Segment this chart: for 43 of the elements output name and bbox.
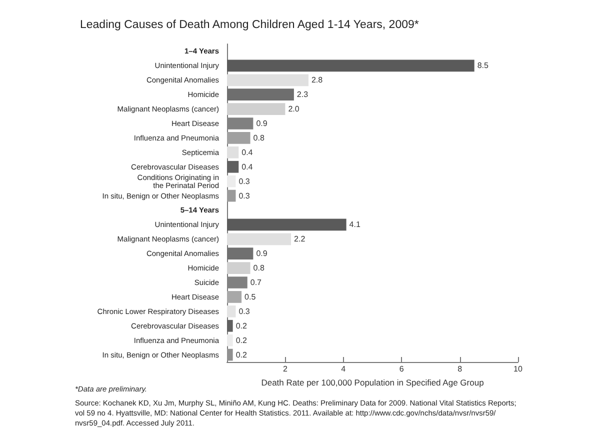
data-label: 4.1 [349,220,361,230]
bar [227,60,474,72]
bar [227,103,286,115]
bar [227,262,250,274]
x-axis-title: Death Rate per 100,000 Population in Specified Age Group [261,378,484,388]
bar [227,132,250,144]
x-tick-label: 8 [458,364,463,374]
data-label: 0.9 [256,249,268,258]
x-tick-label: 2 [282,364,288,374]
bar [227,305,236,318]
bar [227,334,233,346]
data-label: 0.2 [236,321,248,330]
data-label: 0.9 [256,119,268,128]
bar [227,233,292,246]
data-label: 0.4 [242,148,254,157]
data-label: 0.4 [242,162,254,172]
bar [227,175,236,188]
bar [227,218,346,231]
bar [227,74,308,86]
bar [227,320,233,332]
data-label: 0.2 [236,336,248,345]
bar [227,348,233,361]
data-label: 0.3 [238,176,250,186]
data-label: 0.8 [253,133,265,142]
data-label: 2.2 [294,234,306,244]
data-label: 0.3 [238,306,250,316]
bar [227,190,236,202]
x-tick-label: 10 [514,364,523,374]
data-label: 0.3 [238,191,250,200]
chart-title: Leading Causes of Death Among Children Aged 1-14 Years, 2009* [80,19,420,31]
data-label: 2.8 [311,76,324,85]
data-label: 2.0 [288,104,300,114]
bar [227,291,242,303]
data-label: 8.5 [477,61,490,70]
x-tick-label: 6 [399,364,404,374]
data-label: 0.7 [250,278,262,287]
data-label: 0.2 [236,350,248,360]
data-label: 2.3 [296,90,309,100]
bar [227,146,239,158]
bar [227,160,239,173]
data-label: 0.8 [253,264,265,273]
data-label: 0.5 [244,292,256,302]
x-tick-label: 4 [341,364,346,374]
